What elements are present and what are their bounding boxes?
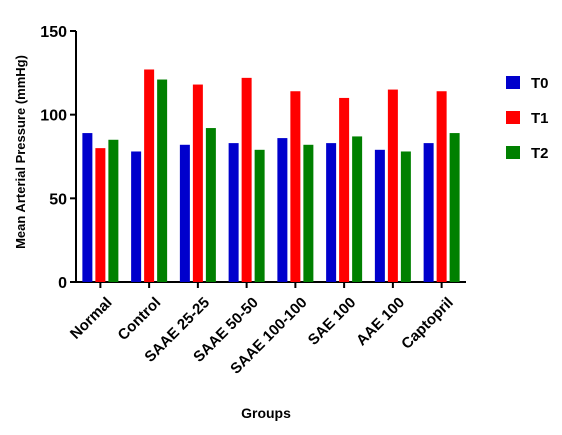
bar-t1	[339, 97, 350, 282]
bar-t0	[228, 143, 239, 282]
bar-t1	[290, 91, 301, 283]
x-tick-label: SAE 100	[305, 294, 359, 348]
y-tick-label: 50	[49, 191, 67, 208]
y-tick-label: 100	[40, 108, 67, 125]
bar-t1	[436, 91, 447, 283]
bar-t2	[108, 139, 119, 282]
x-tick-label: Captopril	[398, 294, 457, 353]
bar-t0	[179, 144, 190, 282]
bar-t2	[303, 144, 314, 282]
bar-t2	[157, 79, 168, 282]
bar-t0	[277, 138, 288, 282]
bar-t1	[387, 89, 398, 282]
y-tick-label: 0	[58, 275, 67, 292]
bar-t2	[352, 136, 363, 282]
x-tick-label: Control	[115, 294, 165, 344]
bar-t2	[449, 133, 460, 282]
bar-t1	[95, 148, 106, 282]
y-tick-label: 150	[40, 24, 67, 41]
bar-t1	[144, 69, 155, 282]
x-axis-title: Groups	[241, 405, 291, 421]
y-axis-title: Mean Arterial Pressure (mmHg)	[13, 55, 28, 249]
bar-t0	[374, 149, 385, 282]
bar-t0	[326, 143, 337, 282]
legend-label: T1	[531, 110, 549, 127]
bar-t0	[131, 151, 142, 282]
legend-label: T0	[531, 75, 549, 92]
bar-t0	[423, 143, 434, 282]
bar-t2	[400, 151, 411, 282]
bar-t1	[241, 77, 252, 282]
legend-swatch-t0	[506, 76, 520, 89]
legend-swatch-t2	[506, 146, 520, 159]
bar-t1	[192, 84, 203, 283]
bar-t2	[205, 128, 216, 282]
x-tick-label: Normal	[67, 294, 116, 343]
bar-t2	[254, 149, 265, 282]
legend-label: T2	[531, 145, 549, 162]
bar-t0	[82, 133, 93, 282]
legend-swatch-t1	[506, 111, 520, 124]
